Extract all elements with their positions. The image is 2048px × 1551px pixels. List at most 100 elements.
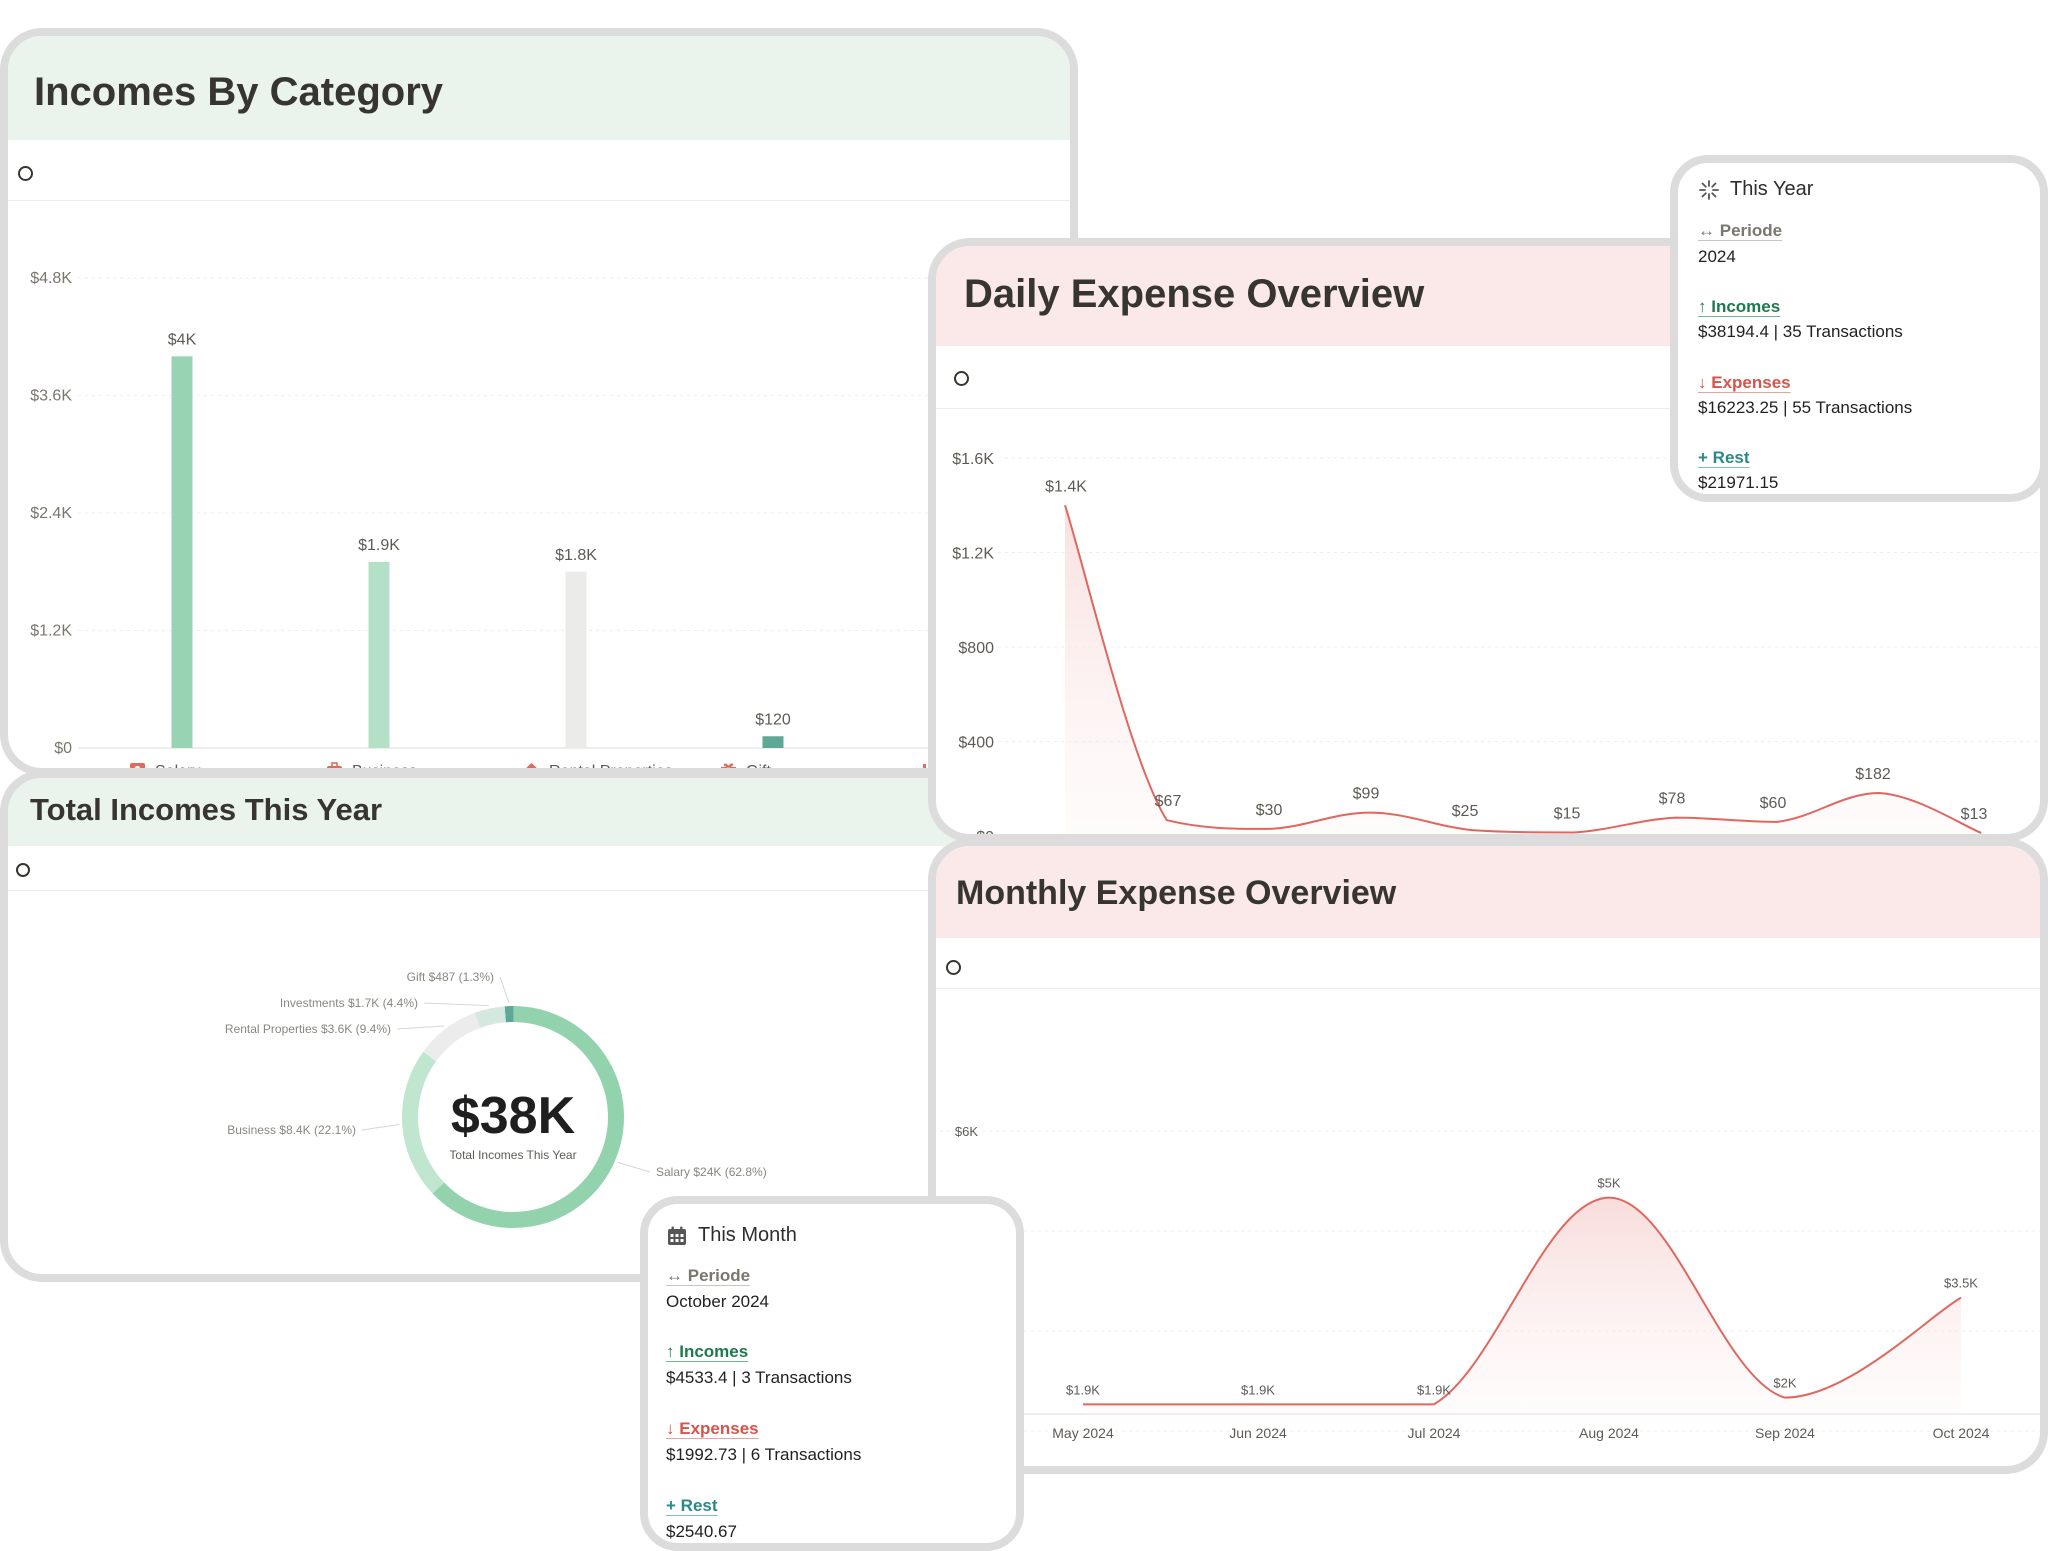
data-label: $25 (1452, 803, 1479, 820)
donut-center-label: Total Incomes This Year (449, 1148, 576, 1162)
card-title: This Year (1730, 178, 1814, 200)
rest-link[interactable]: + Rest (666, 1496, 718, 1516)
data-label: $30 (1256, 802, 1283, 819)
periode-value: 2024 (1698, 247, 1736, 266)
bar-gift (762, 736, 784, 748)
leader-line (499, 976, 510, 1004)
x-tick-label: Sep 2024 (1755, 1425, 1815, 1441)
circle-outline-icon[interactable] (954, 371, 969, 386)
data-label: $13 (1961, 806, 1988, 823)
area-fill (1083, 1197, 1961, 1414)
money-icon (130, 763, 145, 768)
panel-title: Daily Expense Overview (964, 272, 1425, 316)
incomes-link[interactable]: ↑ Incomes (1698, 297, 1780, 317)
panel-title: Total Incomes This Year (30, 792, 383, 827)
leader-line (361, 1124, 400, 1131)
data-label: $15 (1554, 805, 1581, 822)
briefcase-icon (327, 762, 342, 768)
bar-business (368, 561, 390, 748)
leader-line (617, 1161, 651, 1173)
panel-title: Monthly Expense Overview (956, 874, 1397, 912)
incomes-value: $4533.4 | 3 Transactions (666, 1368, 852, 1387)
data-label: $1.4K (1045, 478, 1087, 495)
x-category-label: Rental Properties (549, 763, 673, 776)
incomes-label: Incomes (679, 1342, 749, 1361)
data-label: $2K (1773, 1376, 1796, 1391)
leader-line (396, 1025, 445, 1030)
periode-label: Periode (687, 1266, 751, 1285)
data-label: $99 (1353, 786, 1380, 803)
bar-salary (171, 356, 193, 748)
donut-slice-investments (474, 1006, 507, 1028)
plus-icon: + (666, 1496, 676, 1515)
circle-outline-icon[interactable] (16, 863, 30, 877)
x-category-label: Business (352, 763, 417, 776)
arrow-down-icon: ↓ (1698, 373, 1707, 392)
sparkle-icon (1699, 179, 1719, 200)
expenses-link[interactable]: ↓ Expenses (666, 1419, 759, 1439)
divider (8, 200, 1070, 201)
y-tick-label: $0 (54, 740, 72, 757)
data-label: $1.9K (1417, 1382, 1451, 1397)
x-tick-label: Jun 2024 (1229, 1425, 1287, 1441)
expenses-label: Expenses (1711, 373, 1791, 392)
rest-value: $21971.15 (1698, 473, 1779, 492)
divider (936, 408, 2040, 409)
x-category-label: Gift (746, 763, 771, 776)
y-tick-label: $3.6K (30, 388, 72, 405)
expenses-link[interactable]: ↓ Expenses (1698, 373, 1791, 393)
circle-outline-icon[interactable] (18, 166, 33, 181)
x-tick-label: May 2024 (1052, 1425, 1114, 1441)
divider (936, 988, 2040, 989)
slice-label: Salary $24K (62.8%) (656, 1165, 767, 1179)
data-label: $67 (1155, 793, 1182, 810)
daily-line-chart: $0 $400 $800 $1.2K $1.6K $1.4K $67 $30 $99 $25 $15… (952, 451, 2040, 842)
slice-label: Investments $1.7K (4.4%) (280, 996, 418, 1010)
this-year-card: This Year ↔ Periode 2024 ↑ Incomes $3819… (1670, 155, 2048, 502)
series-line (1064, 504, 1982, 834)
data-label: $1.9K (1066, 1382, 1100, 1397)
circle-outline-icon[interactable] (946, 960, 961, 975)
donut-center-value: $38K (451, 1087, 576, 1145)
bar-data-label: $4K (168, 331, 197, 348)
arrow-up-icon: ↑ (1698, 297, 1707, 316)
bar-rental-properties (565, 571, 587, 748)
rest-link[interactable]: + Rest (1698, 448, 1750, 468)
y-tick-label: $1.2K (30, 623, 72, 640)
slice-label: Business $8.4K (22.1%) (227, 1123, 356, 1137)
expenses-label: Expenses (679, 1419, 759, 1438)
data-label: $5K (1597, 1176, 1620, 1191)
y-tick-label: $6K (955, 1124, 978, 1139)
series-line (1083, 1196, 1962, 1406)
donut-slice-rental-properties (423, 1012, 481, 1062)
area-fill (1065, 505, 1982, 834)
rest-label: Rest (1712, 448, 1750, 467)
bar-data-label: $1.9K (358, 537, 400, 554)
left-right-arrow-icon: ↔ (666, 1266, 683, 1285)
incomes-by-category-panel: Incomes By Category $0 $1.2K $2.4K $3.6K $4.… (0, 28, 1078, 776)
donut-chart: $38K Total Incomes This Year Gift $487 (1.… (225, 970, 767, 1228)
calendar-icon (668, 1226, 686, 1245)
expenses-value: $16223.25 | 55 Transactions (1698, 398, 1913, 417)
data-label: $78 (1659, 791, 1686, 808)
left-right-arrow-icon: ↔ (1698, 221, 1715, 240)
this-month-card: This Month ↔ Periode October 2024 ↑ Inco… (640, 1196, 1024, 1551)
panel-header: Total Incomes This Year (8, 778, 1000, 846)
data-label: $3.5K (1944, 1276, 1978, 1291)
donut-slice-salary (432, 1006, 624, 1228)
slice-label: Rental Properties $3.6K (9.4%) (225, 1022, 391, 1036)
y-tick-label: $0 (976, 829, 994, 842)
periode-value: October 2024 (666, 1292, 770, 1311)
y-tick-label: $400 (958, 735, 994, 752)
data-label: $182 (1855, 766, 1891, 783)
panel-title: Incomes By Category (34, 70, 444, 114)
incomes-value: $38194.4 | 35 Transactions (1698, 322, 1903, 341)
periode-link[interactable]: ↔ Periode (666, 1266, 750, 1286)
bar-chart: $0 $1.2K $2.4K $3.6K $4.8K $4K Salary $1.9K Busi… (30, 270, 1070, 776)
arrow-up-icon: ↑ (666, 1342, 675, 1361)
leader-line (423, 1002, 489, 1007)
incomes-link[interactable]: ↑ Incomes (666, 1342, 748, 1362)
periode-link[interactable]: ↔ Periode (1698, 221, 1782, 241)
panel-header: Incomes By Category (8, 36, 1070, 140)
